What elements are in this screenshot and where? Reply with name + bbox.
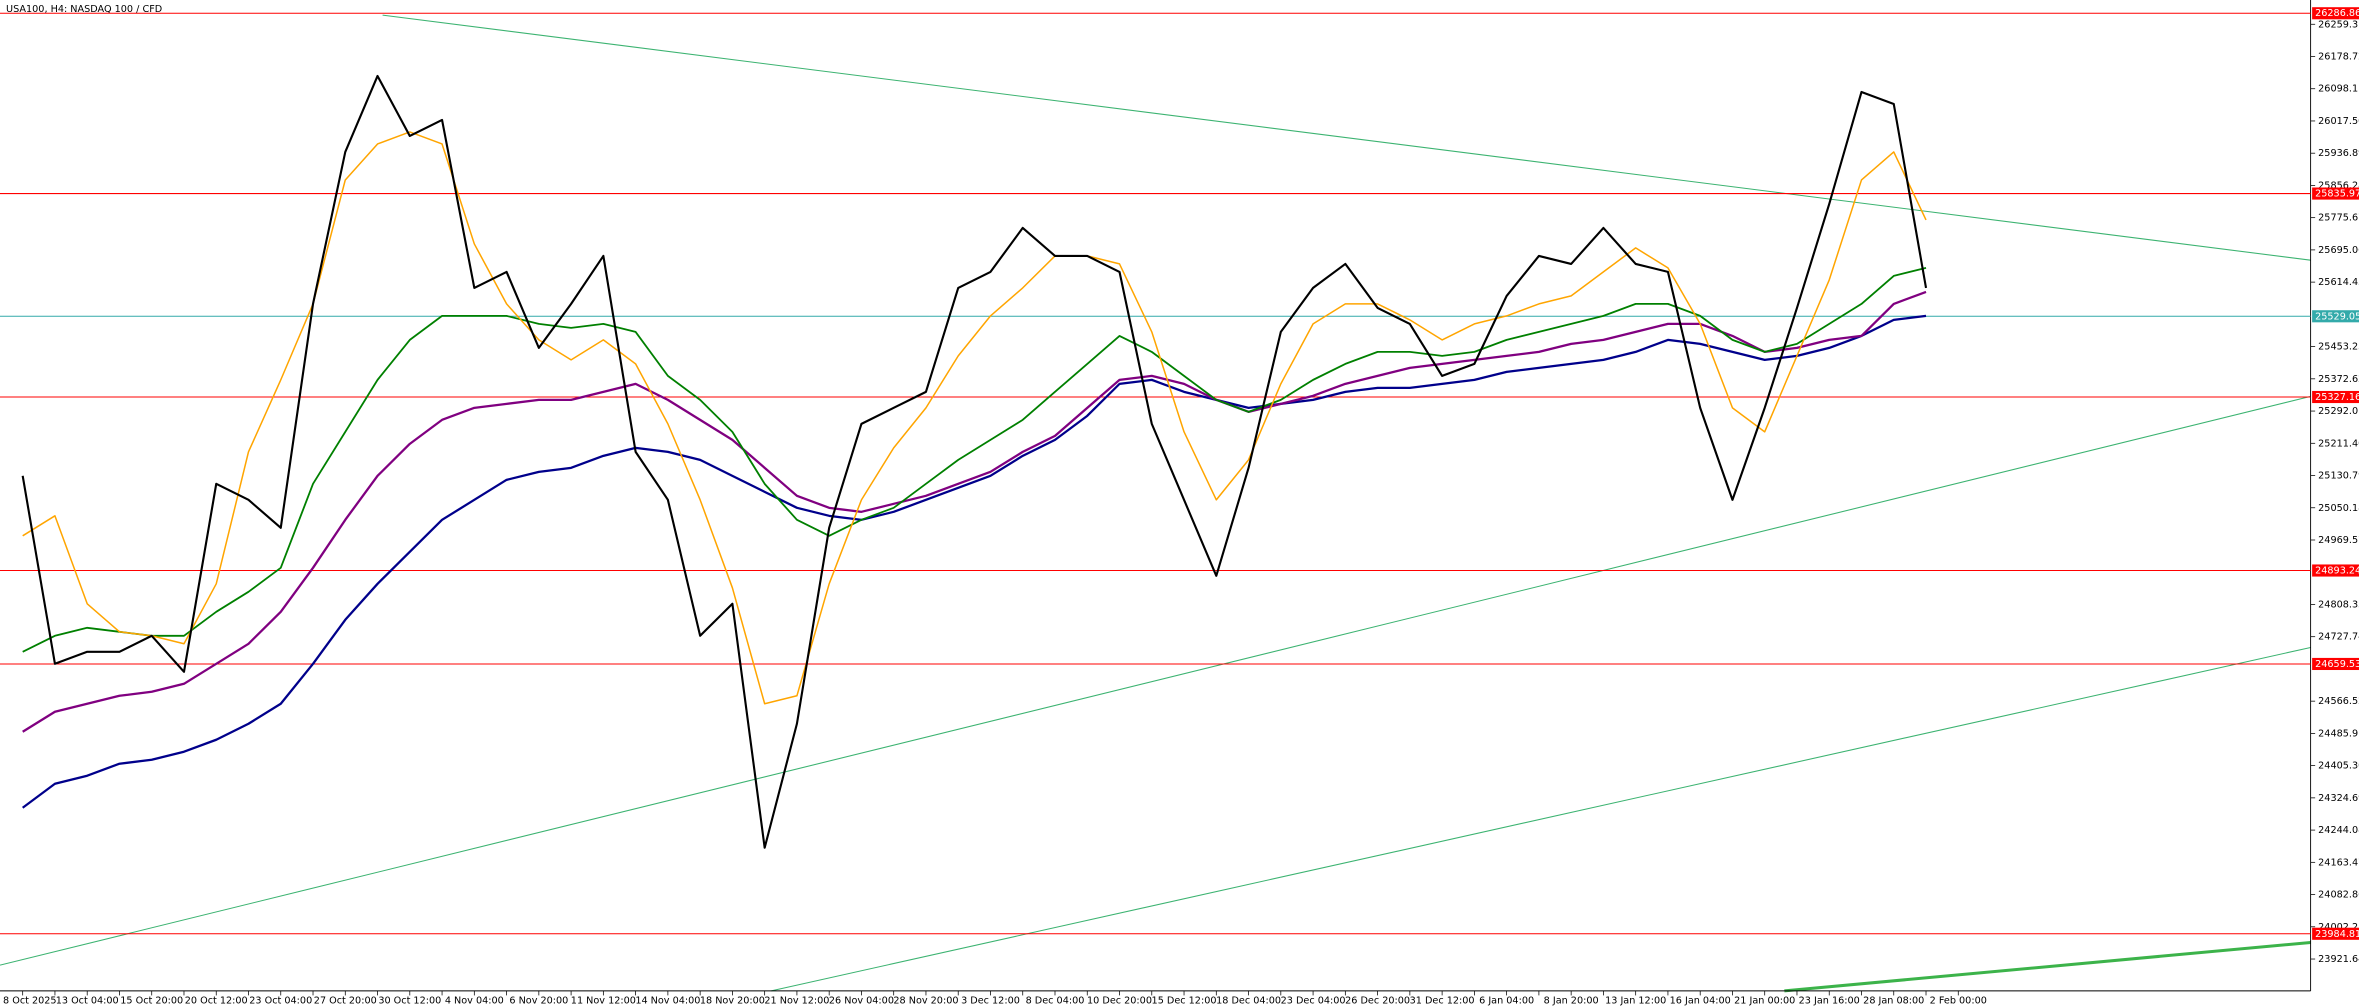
x-tick-label: 28 Jan 08:00: [1863, 996, 1924, 1006]
x-tick-label: 4 Nov 04:00: [445, 996, 504, 1006]
y-tick-label: 26017.50: [2318, 116, 2359, 127]
y-tick-label: 25211.40: [2318, 438, 2359, 449]
y-tick-label: 25856.28: [2318, 180, 2359, 191]
y-tick-label: 26178.72: [2318, 51, 2359, 62]
y-tick-label: 25292.01: [2318, 406, 2359, 417]
y-tick-label: 26259.31: [2318, 19, 2359, 30]
y-tick-label: 23921.64: [2318, 954, 2359, 965]
series-line: [22, 290, 1927, 733]
x-tick-label: 10 Dec 20:00: [1087, 996, 1152, 1006]
series-line: [22, 267, 1927, 653]
x-tick-label: 2 Feb 00:00: [1930, 996, 1987, 1006]
y-tick-label: 24002.25: [2318, 922, 2359, 933]
x-tick-label: 26 Dec 20:00: [1345, 996, 1410, 1006]
level-label: 24893.24: [2315, 566, 2359, 577]
y-tick-label: 24163.47: [2318, 857, 2359, 868]
x-tick-label: 28 Nov 20:00: [893, 996, 958, 1006]
trendline: [0, 395, 2311, 966]
x-tick-label: 8 Oct 2025: [3, 996, 57, 1006]
x-tick-label: 18 Nov 20:00: [700, 996, 765, 1006]
level-label: 24659.53: [2315, 659, 2359, 670]
series-line: [22, 131, 1927, 705]
x-tick-label: 15 Oct 20:00: [120, 996, 183, 1006]
x-tick-label: 13 Oct 04:00: [56, 996, 119, 1006]
y-tick-label: 24808.35: [2318, 599, 2359, 610]
y-tick-label: 24566.52: [2318, 696, 2359, 707]
x-tick-label: 6 Jan 04:00: [1479, 996, 1534, 1006]
x-tick-label: 15 Dec 12:00: [1152, 996, 1217, 1006]
x-tick-label: 23 Dec 04:00: [1281, 996, 1346, 1006]
x-tick-label: 6 Nov 20:00: [509, 996, 568, 1006]
level-label-box: [2312, 564, 2359, 577]
level-label: 25327.16: [2315, 392, 2359, 403]
y-tick-label: 24324.69: [2318, 793, 2359, 804]
x-tick-label: 26 Nov 04:00: [829, 996, 894, 1006]
x-tick-label: 23 Oct 04:00: [249, 996, 312, 1006]
x-tick-label: 16 Jan 04:00: [1670, 996, 1731, 1006]
y-tick-label: 25453.23: [2318, 342, 2359, 353]
x-tick-label: 13 Jan 12:00: [1605, 996, 1666, 1006]
y-tick-label: 24485.91: [2318, 728, 2359, 739]
series-line: [22, 314, 1927, 809]
level-label-box: [2312, 7, 2359, 20]
level-label-box: [2312, 310, 2359, 323]
y-tick-label: 25775.67: [2318, 213, 2359, 224]
y-tick-label: 25372.62: [2318, 374, 2359, 385]
x-tick-label: 8 Dec 04:00: [1026, 996, 1085, 1006]
level-label: 25835.97: [2315, 189, 2359, 200]
series-line: [21, 74, 1928, 849]
x-tick-label: 11 Nov 12:00: [571, 996, 636, 1006]
x-tick-label: 23 Jan 16:00: [1799, 996, 1860, 1006]
x-tick-label: 20 Oct 12:00: [185, 996, 248, 1006]
level-label-box: [2312, 927, 2359, 940]
level-label-box: [2312, 657, 2359, 671]
y-tick-label: 24969.57: [2318, 535, 2359, 546]
level-label-box: [2312, 390, 2359, 404]
y-tick-label: 24727.74: [2318, 632, 2359, 643]
x-tick-label: 14 Nov 04:00: [635, 996, 700, 1006]
x-tick-label: 18 Dec 04:00: [1216, 996, 1281, 1006]
x-tick-label: 21 Nov 12:00: [764, 996, 829, 1006]
y-tick-label: 26098.11: [2318, 84, 2359, 95]
x-tick-label: 30 Oct 12:00: [378, 996, 441, 1006]
x-tick-label: 21 Jan 00:00: [1734, 996, 1795, 1006]
level-label: 25529.05: [2315, 311, 2359, 322]
y-tick-label: 24405.30: [2318, 761, 2359, 772]
y-tick-label: 25936.89: [2318, 148, 2359, 159]
trendline: [382, 14, 2311, 261]
y-tick-label: 25695.06: [2318, 245, 2359, 256]
trendline: [1784, 940, 2311, 993]
x-tick-label: 27 Oct 20:00: [314, 996, 377, 1006]
x-tick-label: 3 Dec 12:00: [961, 996, 1020, 1006]
y-tick-label: 24082.86: [2318, 890, 2359, 901]
chart-title: USA100, H4: NASDAQ 100 / CFD: [6, 4, 162, 15]
y-tick-label: 25130.79: [2318, 471, 2359, 482]
y-tick-label: 24244.08: [2318, 825, 2359, 836]
y-tick-label: 25050.18: [2318, 503, 2359, 514]
level-label: 26286.86: [2315, 8, 2359, 19]
x-tick-label: 8 Jan 20:00: [1544, 996, 1599, 1006]
y-tick-label: 25614.45: [2318, 277, 2359, 288]
x-tick-label: 31 Dec 12:00: [1410, 996, 1475, 1006]
level-label-box: [2312, 187, 2359, 200]
level-label: 23984.81: [2315, 929, 2359, 940]
